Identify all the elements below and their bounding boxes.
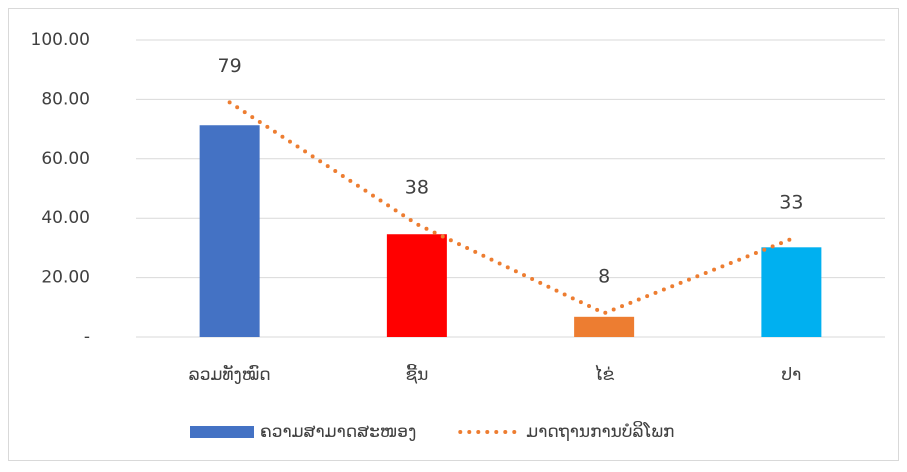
x-tick-label: ຊີ້ນ xyxy=(405,364,428,385)
legend-swatch xyxy=(190,426,254,438)
data-label: 33 xyxy=(779,191,803,213)
x-tick-label: ໄຂ່ xyxy=(594,364,614,385)
y-tick-label: 100.00 xyxy=(31,30,90,50)
data-label: 8 xyxy=(598,266,610,288)
chart-border xyxy=(8,8,899,461)
data-label: 79 xyxy=(218,55,242,77)
bar xyxy=(574,316,635,337)
y-tick-label: 60.00 xyxy=(41,149,90,169)
legend-label: ມາດຖານການບໍລິໂພກ xyxy=(526,421,674,442)
bar xyxy=(386,234,447,337)
bar xyxy=(199,125,260,337)
x-tick-label: ປາ xyxy=(781,365,801,385)
line xyxy=(227,100,794,316)
y-tick-label: 80.00 xyxy=(41,89,90,109)
y-tick-label: 20.00 xyxy=(41,268,90,288)
x-tick-label: ລວມທັງໝົດ xyxy=(189,363,271,385)
y-tick-label: 40.00 xyxy=(41,208,90,228)
data-label: 38 xyxy=(405,177,429,199)
legend-label: ຄວາມສາມາດສະໜອງ xyxy=(260,422,416,442)
y-tick-label: - xyxy=(84,327,90,347)
bar xyxy=(761,247,822,337)
